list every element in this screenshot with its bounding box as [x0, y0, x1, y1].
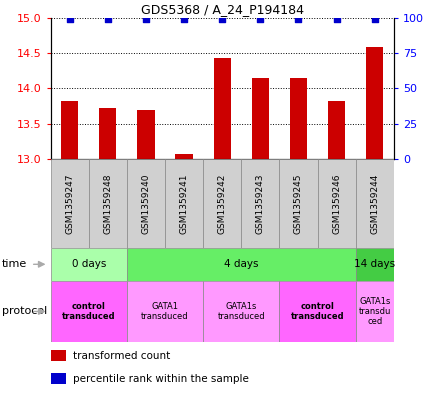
Bar: [252, 78, 269, 159]
Bar: [137, 110, 154, 159]
Bar: [241, 159, 279, 248]
Bar: [366, 48, 383, 159]
Text: GSM1359244: GSM1359244: [370, 173, 379, 233]
Bar: [279, 281, 356, 342]
Point: [295, 16, 302, 22]
Bar: [51, 248, 127, 281]
Text: GSM1359243: GSM1359243: [256, 173, 265, 233]
Text: GSM1359247: GSM1359247: [65, 173, 74, 233]
Point: [66, 16, 73, 22]
Point: [333, 16, 340, 22]
Text: GSM1359241: GSM1359241: [180, 173, 189, 233]
Bar: [356, 159, 394, 248]
Text: GATA1
transduced: GATA1 transduced: [141, 302, 189, 321]
Text: 0 days: 0 days: [72, 259, 106, 269]
Text: GSM1359245: GSM1359245: [294, 173, 303, 233]
Bar: [165, 159, 203, 248]
Bar: [328, 101, 345, 159]
Bar: [51, 350, 66, 361]
Bar: [61, 101, 78, 159]
Bar: [127, 159, 165, 248]
Bar: [290, 78, 307, 159]
Text: transformed count: transformed count: [73, 351, 170, 361]
Text: GATA1s
transdu
ced: GATA1s transdu ced: [359, 297, 391, 326]
Bar: [318, 159, 356, 248]
Point: [104, 16, 111, 22]
Bar: [99, 108, 117, 159]
Point: [219, 16, 226, 22]
Bar: [51, 373, 66, 384]
Text: protocol: protocol: [2, 307, 48, 316]
Point: [180, 16, 187, 22]
Bar: [176, 154, 193, 159]
Text: control
transduced: control transduced: [291, 302, 345, 321]
Text: 4 days: 4 days: [224, 259, 259, 269]
Text: GSM1359246: GSM1359246: [332, 173, 341, 233]
Bar: [203, 281, 279, 342]
Text: GATA1s
transduced: GATA1s transduced: [217, 302, 265, 321]
Text: time: time: [2, 259, 27, 269]
Bar: [279, 159, 318, 248]
Bar: [89, 159, 127, 248]
Title: GDS5368 / A_24_P194184: GDS5368 / A_24_P194184: [141, 4, 304, 17]
Text: GSM1359248: GSM1359248: [103, 173, 112, 233]
Bar: [356, 248, 394, 281]
Text: GSM1359240: GSM1359240: [141, 173, 150, 233]
Bar: [51, 281, 127, 342]
Bar: [51, 159, 89, 248]
Text: percentile rank within the sample: percentile rank within the sample: [73, 374, 249, 384]
Text: control
transduced: control transduced: [62, 302, 116, 321]
Bar: [127, 281, 203, 342]
Text: GSM1359242: GSM1359242: [218, 173, 227, 233]
Text: 14 days: 14 days: [354, 259, 395, 269]
Point: [143, 16, 150, 22]
Bar: [127, 248, 356, 281]
Bar: [356, 281, 394, 342]
Point: [371, 16, 378, 22]
Point: [257, 16, 264, 22]
Bar: [203, 159, 241, 248]
Bar: [214, 58, 231, 159]
